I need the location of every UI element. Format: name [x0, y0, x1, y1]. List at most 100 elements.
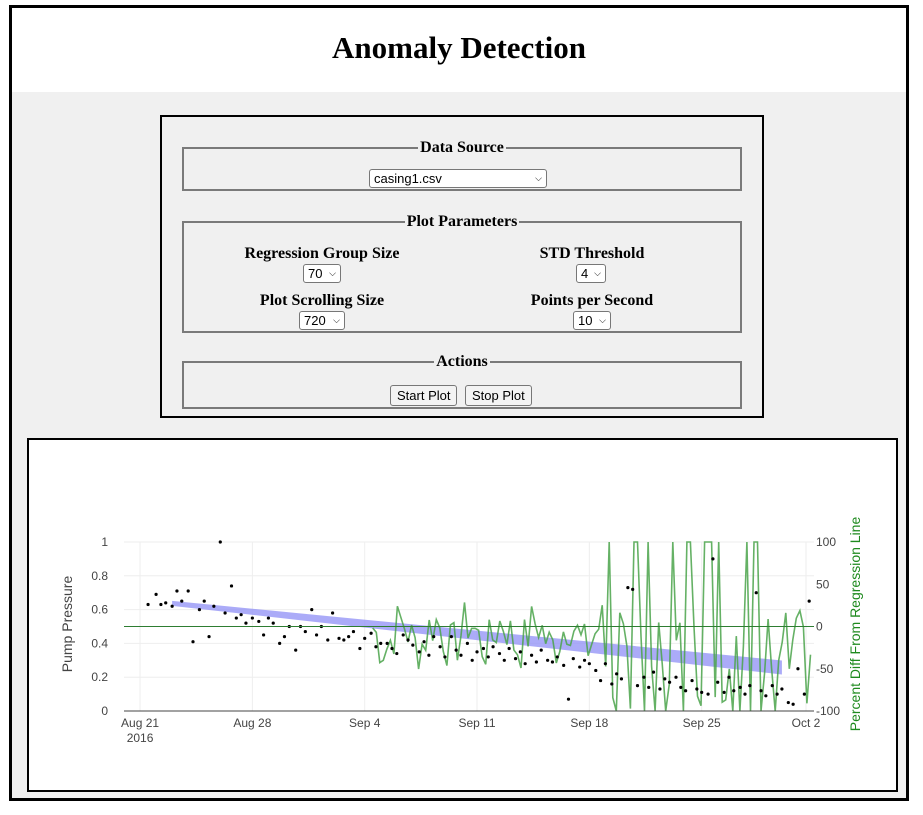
- pump-pressure-point: [513, 657, 518, 661]
- pump-pressure-point: [154, 592, 158, 596]
- pump-pressure-point: [534, 660, 538, 664]
- pump-pressure-point: [218, 540, 222, 544]
- pump-pressure-point: [294, 648, 298, 652]
- pump-pressure-point: [363, 636, 367, 640]
- header: Anomaly Detection: [12, 8, 906, 92]
- pump-pressure-point: [395, 651, 399, 656]
- anomaly-chart[interactable]: Aug 21 Aug 28 Sep 4 Sep 11 Sep 18 Sep 25 Oct 2…: [29, 440, 896, 790]
- pump-pressure-point: [475, 650, 479, 654]
- chart-axes: Aug 21 Aug 28 Sep 4 Sep 11 Sep 18 Sep 25 Oct 2…: [91, 535, 840, 745]
- pump-pressure-point: [454, 648, 458, 652]
- pump-pressure-point: [679, 685, 683, 689]
- x-tick-label: Sep 11: [458, 716, 495, 730]
- pump-pressure-point: [716, 680, 720, 684]
- pump-pressure-point: [807, 599, 811, 603]
- points-per-second-label: Points per Second: [530, 292, 654, 309]
- pump-pressure-point: [282, 635, 287, 639]
- pump-pressure-point: [529, 653, 534, 657]
- y-axis-title: Pump Pressure: [59, 576, 75, 673]
- x-tick-year-label: 2016: [127, 731, 154, 745]
- app-frame: Anomaly Detection Data Source casing1.cs…: [9, 5, 909, 801]
- pump-pressure-point: [631, 587, 635, 591]
- pump-pressure-point: [239, 613, 243, 617]
- pump-pressure-point: [550, 660, 555, 664]
- pump-pressure-point: [775, 692, 779, 696]
- y-tick-label: 1: [101, 535, 108, 549]
- pump-pressure-point: [497, 651, 502, 656]
- chevron-down-icon: ⌵: [333, 315, 340, 325]
- pump-pressure-point: [635, 684, 640, 688]
- pump-pressure-point: [271, 621, 275, 625]
- pump-pressure-point: [406, 638, 410, 642]
- pump-pressure-point: [566, 697, 571, 701]
- pump-pressure-point: [191, 640, 195, 644]
- pump-pressure-point: [266, 616, 271, 620]
- pump-pressure-point: [417, 650, 421, 654]
- percent-diff-line: [372, 541, 812, 712]
- pump-pressure-point: [759, 689, 763, 693]
- pump-pressure-point: [743, 692, 747, 696]
- plot-scrolling-size-value: 720: [304, 313, 326, 328]
- y-tick-label: 0.2: [91, 670, 108, 684]
- data-source-select[interactable]: casing1.csv ⌵: [369, 169, 547, 188]
- pump-pressure-point: [695, 687, 699, 691]
- plot-container: Aug 21 Aug 28 Sep 4 Sep 11 Sep 18 Sep 25 Oct 2…: [27, 438, 898, 792]
- pump-pressure-point: [764, 694, 768, 698]
- y2-tick-label: 100: [816, 535, 836, 549]
- pump-pressure-point: [732, 689, 736, 693]
- pump-pressure-point: [374, 645, 378, 649]
- pump-pressure-point: [651, 670, 656, 674]
- stop-plot-button[interactable]: Stop Plot: [465, 385, 532, 406]
- pump-pressure-point: [610, 682, 614, 686]
- pump-pressure-point: [257, 619, 261, 624]
- pump-pressure-point: [438, 645, 442, 649]
- pump-pressure-point: [422, 640, 426, 644]
- pump-pressure-point: [786, 700, 790, 705]
- pump-pressure-point: [278, 641, 282, 645]
- regression-group-size-select[interactable]: 70 ⌵: [303, 264, 341, 283]
- x-tick-label: Aug 28: [233, 716, 271, 730]
- y2-tick-label: -100: [816, 704, 840, 718]
- pump-pressure-point: [674, 675, 678, 679]
- pump-pressure-point: [491, 645, 495, 649]
- pump-pressure-point: [459, 653, 463, 657]
- data-source-select-value: casing1.csv: [374, 171, 442, 186]
- pump-pressure-point: [337, 636, 341, 640]
- pump-pressure-point: [587, 662, 591, 666]
- pump-pressure-point: [711, 557, 715, 561]
- pump-pressure-point: [310, 608, 314, 612]
- pump-pressure-point: [667, 680, 672, 684]
- pump-pressure-point: [791, 702, 795, 706]
- pump-pressure-point: [722, 690, 726, 695]
- pump-pressure-point: [748, 684, 752, 688]
- pump-pressure-point: [351, 629, 356, 634]
- std-threshold-select[interactable]: 4 ⌵: [576, 264, 606, 283]
- chevron-down-icon: ⌵: [594, 268, 601, 278]
- pump-pressure-point: [449, 635, 453, 639]
- pump-pressure-point: [684, 689, 688, 693]
- points-per-second-select[interactable]: 10 ⌵: [573, 311, 611, 330]
- pump-pressure-point: [244, 621, 248, 625]
- plot-scrolling-size-select[interactable]: 720 ⌵: [299, 311, 345, 330]
- pump-pressure-point: [582, 658, 587, 662]
- data-source-legend: Data Source: [420, 139, 504, 156]
- start-plot-button[interactable]: Start Plot: [390, 385, 458, 406]
- controls-panel: Data Source casing1.csv ⌵ Plot Parameter…: [160, 115, 764, 418]
- plot-parameters-legend: Plot Parameters: [406, 213, 518, 230]
- pump-pressure-point: [326, 638, 330, 642]
- pump-pressure-point: [562, 663, 566, 667]
- pump-pressure-point: [626, 586, 630, 590]
- regression-band: [172, 600, 782, 675]
- pump-pressure-point: [796, 667, 800, 671]
- pump-pressure-point: [379, 641, 383, 645]
- x-tick-label: Sep 18: [570, 716, 608, 730]
- pump-pressure-point: [615, 672, 619, 676]
- y-tick-label: 0.4: [91, 636, 108, 650]
- percent-diff-series: [372, 541, 812, 712]
- y2-tick-label: -50: [816, 662, 834, 676]
- chevron-down-icon: ⌵: [329, 268, 336, 278]
- pump-pressure-point: [546, 658, 550, 662]
- y2-axis-title: Percent Diff From Regression Line: [847, 517, 863, 732]
- y2-tick-label: 50: [816, 577, 830, 591]
- pump-pressure-point: [164, 601, 168, 605]
